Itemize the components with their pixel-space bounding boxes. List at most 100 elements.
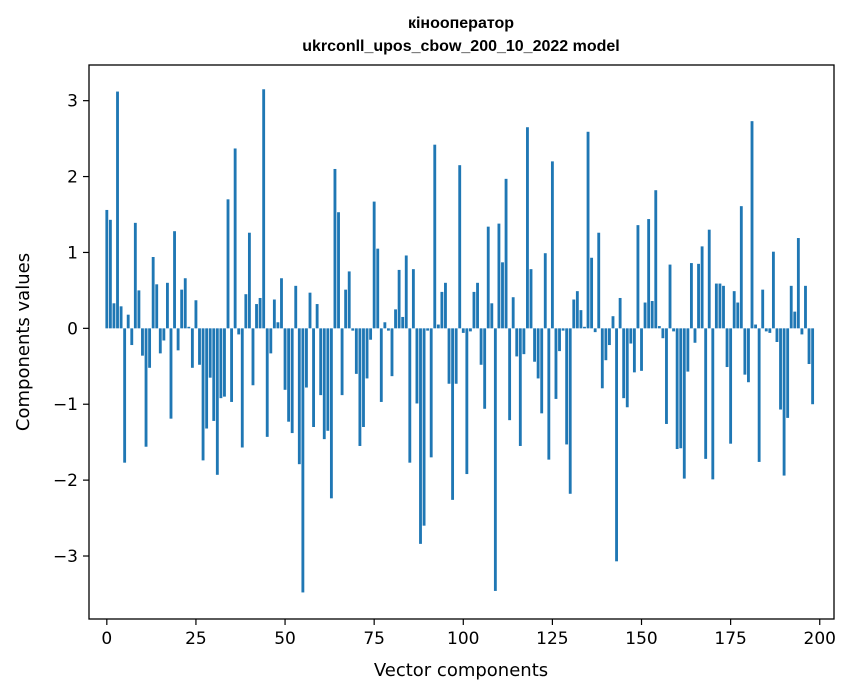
x-tick-label: 50: [274, 629, 296, 649]
bar-component-162: [682, 328, 686, 479]
bar-component-132: [575, 291, 579, 329]
bar-component-93: [436, 324, 440, 329]
bar-series: [105, 89, 815, 593]
bar-component-50: [283, 328, 287, 390]
y-tick-label: 2: [67, 168, 78, 188]
bar-component-182: [754, 324, 757, 329]
bar-component-115: [515, 328, 519, 357]
bar-component-5: [123, 328, 127, 463]
bar-component-161: [679, 328, 683, 449]
bar-component-68: [347, 271, 351, 329]
bar-component-102: [468, 328, 472, 332]
bar-component-100: [461, 328, 465, 333]
chart-title: кінооператор: [408, 15, 514, 32]
bar-component-41: [251, 328, 255, 386]
bar-component-27: [201, 328, 205, 461]
bar-component-163: [686, 328, 690, 372]
x-tick-label: 150: [625, 629, 657, 649]
bar-component-70: [354, 328, 358, 374]
y-tick-label: −1: [53, 395, 78, 415]
bar-component-136: [590, 257, 594, 329]
bar-component-178: [739, 206, 743, 329]
bar-component-133: [579, 310, 583, 329]
bar-component-187: [771, 251, 775, 329]
bar-component-25: [194, 300, 198, 329]
bar-component-52: [290, 328, 294, 434]
bar-component-24: [190, 328, 194, 368]
bar-component-190: [782, 328, 786, 476]
bar-component-38: [240, 328, 244, 448]
bar-component-16: [162, 328, 166, 341]
bar-component-34: [226, 199, 230, 329]
bar-component-56: [305, 328, 308, 388]
bar-component-167: [700, 246, 704, 329]
bar-component-48: [276, 322, 280, 329]
bar-component-21: [180, 289, 184, 329]
bar-component-153: [650, 301, 654, 329]
bar-component-159: [672, 328, 676, 332]
bar-component-172: [718, 283, 722, 329]
bar-component-43: [258, 297, 262, 329]
bar-component-188: [775, 328, 779, 342]
bar-component-158: [668, 264, 672, 329]
bar-component-170: [711, 328, 715, 480]
bar-component-139: [600, 328, 604, 389]
bar-component-19: [173, 231, 176, 329]
bar-component-75: [372, 201, 376, 329]
bar-component-147: [629, 328, 633, 344]
bar-component-144: [618, 297, 622, 329]
bar-component-154: [654, 190, 658, 329]
bar-component-20: [176, 328, 180, 351]
bar-component-118: [526, 127, 529, 329]
bar-component-120: [533, 328, 536, 362]
bar-component-173: [722, 285, 725, 329]
chart-subtitle: ukrconll_upos_cbow_200_10_2022 model: [302, 38, 619, 55]
bar-component-157: [665, 328, 668, 424]
bar-component-135: [586, 131, 590, 329]
bar-component-88: [419, 328, 422, 544]
bar-component-131: [572, 299, 576, 329]
bar-component-117: [522, 328, 526, 355]
bar-component-112: [504, 178, 508, 329]
bar-component-149: [636, 225, 640, 329]
bar-component-49: [280, 278, 283, 329]
bar-component-94: [440, 291, 444, 329]
bar-component-125: [550, 161, 554, 329]
bar-component-194: [796, 238, 800, 329]
bar-component-78: [383, 322, 387, 329]
bar-component-146: [625, 328, 629, 408]
bar-component-73: [365, 328, 369, 379]
bar-component-186: [768, 328, 772, 333]
bar-component-104: [476, 282, 479, 329]
bar-component-2: [112, 303, 116, 329]
bar-component-26: [198, 328, 201, 365]
bar-component-28: [205, 328, 209, 429]
bar-component-156: [661, 328, 665, 339]
bar-component-80: [390, 328, 394, 377]
bar-component-108: [490, 303, 494, 329]
bar-component-74: [369, 328, 373, 340]
bar-component-55: [301, 328, 305, 593]
bar-component-151: [643, 302, 647, 329]
bar-component-148: [632, 328, 636, 373]
bar-component-47: [272, 299, 276, 329]
bar-component-128: [561, 328, 565, 331]
bar-component-86: [411, 269, 415, 329]
bar-component-171: [714, 283, 718, 329]
bar-component-195: [800, 328, 804, 335]
bar-component-113: [508, 328, 512, 421]
bar-component-192: [789, 285, 793, 329]
x-axis-ticks: 0 25 50 75 100 125 150 175 200: [101, 619, 836, 649]
bar-component-77: [379, 328, 383, 402]
bar-component-87: [415, 328, 419, 404]
x-tick-label: 0: [101, 629, 112, 649]
bar-component-13: [151, 257, 155, 329]
bar-component-92: [433, 144, 437, 329]
bar-component-145: [622, 328, 626, 399]
bar-component-129: [565, 328, 569, 445]
bar-component-98: [454, 328, 458, 384]
y-tick-label: 3: [67, 92, 78, 112]
bar-component-180: [747, 328, 750, 383]
bar-component-6: [126, 314, 130, 329]
